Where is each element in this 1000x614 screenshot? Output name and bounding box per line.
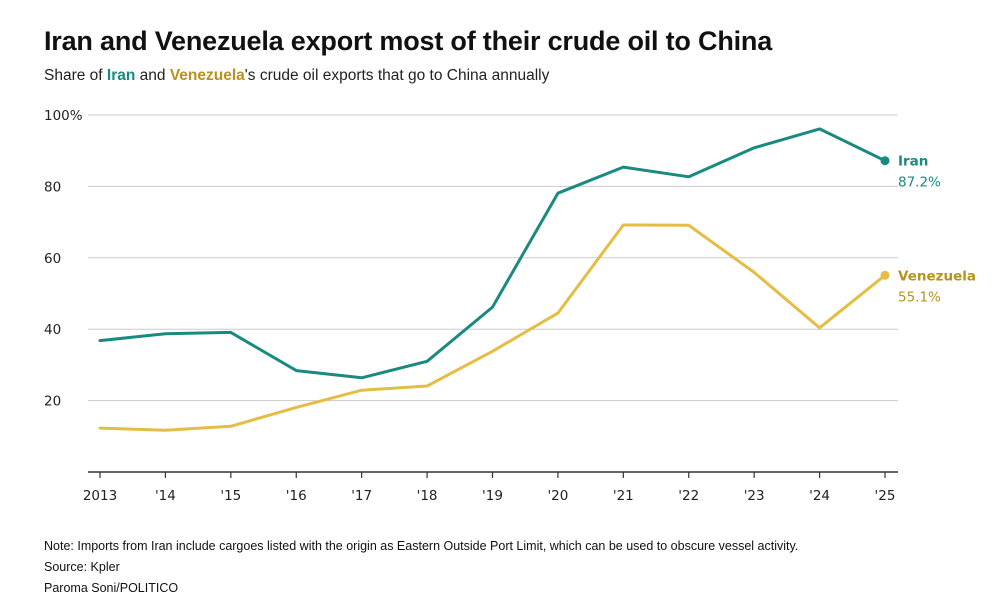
subtitle-venezuela: Venezuela [169, 67, 245, 84]
subtitle-iran: Iran [106, 67, 136, 84]
y-tick-label-100: 100% [44, 108, 83, 124]
y-axis-ticks: 20 40 60 80 100% [44, 108, 83, 410]
gridlines [88, 114, 898, 402]
footer-note: Note: Imports from Iran include cargoes … [44, 539, 799, 553]
x-tick-label-2021: '21 [613, 488, 634, 504]
y-tick-label-80: 80 [44, 179, 61, 195]
x-tick-label-2014: '14 [155, 488, 176, 504]
series-endpoint-venezuela [880, 270, 890, 280]
subtitle-suffix: 's crude oil exports that go to China an… [244, 67, 550, 84]
chart-subtitle: Share of Iran and Venezuela's crude oil … [44, 67, 549, 85]
y-tick-label-40: 40 [44, 322, 61, 338]
series-line-iran [98, 127, 887, 380]
x-axis: 2013 '14 '15 '16 '17 '18 '19 '20 '21 '22 '23 '24 '25 [83, 471, 898, 504]
x-tick-label-2025: '25 [875, 488, 896, 504]
end-label-iran: Iran [898, 154, 928, 170]
y-tick-label-20: 20 [44, 394, 61, 410]
x-tick-label-2013: 2013 [83, 488, 117, 504]
series-line-venezuela [98, 223, 887, 432]
series-endpoint-iran [880, 156, 890, 166]
subtitle-and: and [135, 67, 170, 84]
end-value-iran: 87.2% [898, 175, 941, 191]
footer-source: Source: Kpler [44, 560, 120, 574]
x-tick-label-2016: '16 [286, 488, 307, 504]
x-tick-label-2017: '17 [351, 488, 372, 504]
footer-credit: Paroma Soni/POLITICO [44, 581, 179, 595]
end-value-venezuela: 55.1% [898, 289, 941, 305]
x-tick-label-2015: '15 [220, 488, 241, 504]
x-tick-label-2024: '24 [809, 488, 830, 504]
x-tick-label-2018: '18 [417, 488, 438, 504]
end-labels: Iran 87.2% Venezuela 55.1% [898, 154, 976, 306]
end-label-venezuela: Venezuela [898, 268, 976, 284]
y-tick-label-60: 60 [44, 251, 61, 267]
chart-title: Iran and Venezuela export most of their … [44, 26, 773, 56]
series-lines [98, 127, 890, 432]
x-tick-label-2022: '22 [678, 488, 699, 504]
x-tick-label-2019: '19 [482, 488, 503, 504]
x-tick-label-2023: '23 [744, 488, 765, 504]
x-tick-label-2020: '20 [547, 488, 568, 504]
subtitle-prefix: Share of [44, 67, 107, 84]
